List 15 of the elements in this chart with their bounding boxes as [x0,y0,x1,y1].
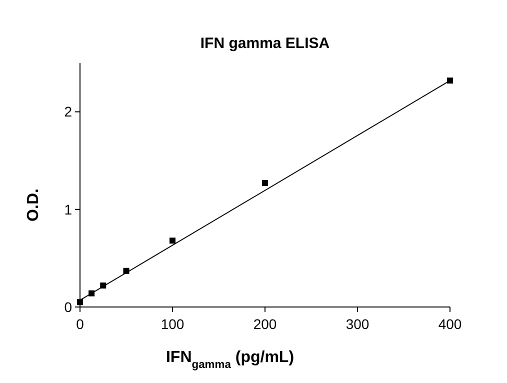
y-tick-label: 1 [64,201,72,218]
point [262,180,268,186]
x-tick-label: 100 [160,316,184,332]
point [447,78,453,84]
point [77,299,83,306]
x-tick-label: 300 [346,316,370,332]
x-tick-label: 0 [76,316,84,332]
x-axis-title: IFN$_{gamma}$ (pg/mL) [166,349,294,371]
y-tick-label: 2 [64,104,72,120]
y-axis-title: O.D. [25,188,42,222]
chart-title: IFN gamma ELISA [200,35,330,52]
x-tick-label: 400 [438,316,462,332]
y-tick-label: 0 [64,298,72,315]
x-tick-label: 200 [253,316,277,332]
point [170,238,176,244]
